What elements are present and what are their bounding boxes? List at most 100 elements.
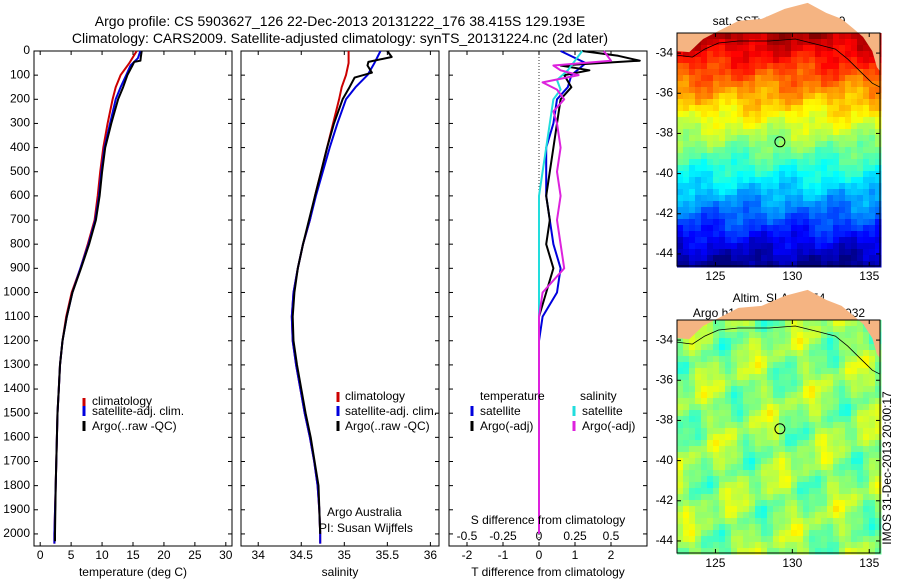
heatmap-cell (761, 87, 768, 94)
heatmap-cell (797, 237, 804, 244)
depth-tick-label: 1100 (4, 309, 30, 323)
heatmap-cell (815, 39, 822, 46)
heatmap-cell (719, 93, 726, 100)
heatmap-cell (851, 237, 858, 244)
heatmap-cell (695, 374, 702, 381)
heatmap-cell (827, 57, 834, 64)
heatmap-cell (755, 392, 762, 399)
heatmap-cell (863, 398, 870, 405)
heatmap-cell (695, 255, 702, 262)
heatmap-cell (803, 231, 810, 238)
heatmap-cell (677, 338, 684, 345)
heatmap-cell (773, 249, 780, 256)
heatmap-cell (863, 476, 870, 483)
heatmap-cell (731, 213, 738, 220)
heatmap-cell (731, 63, 738, 70)
heatmap-cell (725, 500, 732, 507)
heatmap-cell (737, 476, 744, 483)
heatmap-cell (773, 171, 780, 178)
heatmap-cell (785, 57, 792, 64)
heatmap-cell (713, 392, 720, 399)
heatmap-cell (869, 123, 876, 130)
heatmap-cell (737, 219, 744, 226)
heatmap-cell (803, 111, 810, 118)
heatmap-cell (713, 75, 720, 82)
heatmap-cell (689, 428, 696, 435)
heatmap-cell (797, 195, 804, 202)
heatmap-cell (809, 99, 816, 106)
heatmap-cell (683, 530, 690, 537)
heatmap-cell (797, 518, 804, 525)
heatmap-cell (803, 81, 810, 88)
heatmap-cell (749, 219, 756, 226)
heatmap-cell (773, 201, 780, 208)
heatmap-cell (833, 338, 840, 345)
heatmap-cell (851, 45, 858, 52)
heatmap-cell (677, 99, 684, 106)
heatmap-cell (695, 81, 702, 88)
heatmap-cell (809, 75, 816, 82)
heatmap-cell (833, 237, 840, 244)
heatmap-cell (875, 440, 882, 447)
heatmap-cell (749, 165, 756, 172)
heatmap-cell (725, 75, 732, 82)
heatmap-cell (773, 81, 780, 88)
heatmap-cell (749, 320, 756, 327)
heatmap-cell (689, 201, 696, 208)
heatmap-cell (827, 368, 834, 375)
heatmap-cell (725, 536, 732, 543)
heatmap-cell (827, 476, 834, 483)
heatmap-cell (749, 177, 756, 184)
heatmap-cell (863, 69, 870, 76)
heatmap-cell (815, 398, 822, 405)
heatmap-cell (839, 440, 846, 447)
heatmap-cell (839, 494, 846, 501)
heatmap-cell (833, 69, 840, 76)
heatmap-cell (737, 518, 744, 525)
heatmap-cell (821, 530, 828, 537)
heatmap-cell (809, 524, 816, 531)
heatmap-cell (743, 410, 750, 417)
heatmap-cell (707, 261, 714, 268)
heatmap-cell (809, 111, 816, 118)
heatmap-cell (761, 213, 768, 220)
heatmap-cell (797, 428, 804, 435)
heatmap-cell (797, 75, 804, 82)
heatmap-cell (785, 416, 792, 423)
heatmap-cell (785, 135, 792, 142)
heatmap-cell (797, 45, 804, 52)
heatmap-cell (719, 219, 726, 226)
heatmap-cell (869, 548, 876, 555)
heatmap-cell (707, 524, 714, 531)
heatmap-cell (689, 386, 696, 393)
heatmap-cell (845, 386, 852, 393)
heatmap-cell (677, 398, 684, 405)
heatmap-cell (767, 153, 774, 160)
heatmap-cell (851, 380, 858, 387)
heatmap-cell (713, 147, 720, 154)
heatmap-cell (725, 135, 732, 142)
heatmap-cell (713, 165, 720, 172)
heatmap-cell (785, 458, 792, 465)
heatmap-cell (851, 51, 858, 58)
heatmap-cell (683, 261, 690, 268)
heatmap-cell (869, 362, 876, 369)
heatmap-cell (803, 434, 810, 441)
heatmap-cell (773, 261, 780, 268)
heatmap-cell (815, 356, 822, 363)
heatmap-cell (719, 225, 726, 232)
heatmap-cell (761, 434, 768, 441)
heatmap-cell (815, 177, 822, 184)
heatmap-cell (869, 141, 876, 148)
heatmap-cell (713, 446, 720, 453)
heatmap-cell (719, 195, 726, 202)
heatmap-cell (857, 93, 864, 100)
difference-depth-ticks (449, 50, 647, 535)
heatmap-cell (713, 261, 720, 268)
heatmap-cell (845, 207, 852, 214)
heatmap-cell (833, 177, 840, 184)
heatmap-cell (731, 326, 738, 333)
heatmap-cell (869, 255, 876, 262)
salinity-panel: 34 34.5 35 35.5 36 salinity climatology sate… (240, 50, 440, 579)
heatmap-cell (689, 255, 696, 262)
